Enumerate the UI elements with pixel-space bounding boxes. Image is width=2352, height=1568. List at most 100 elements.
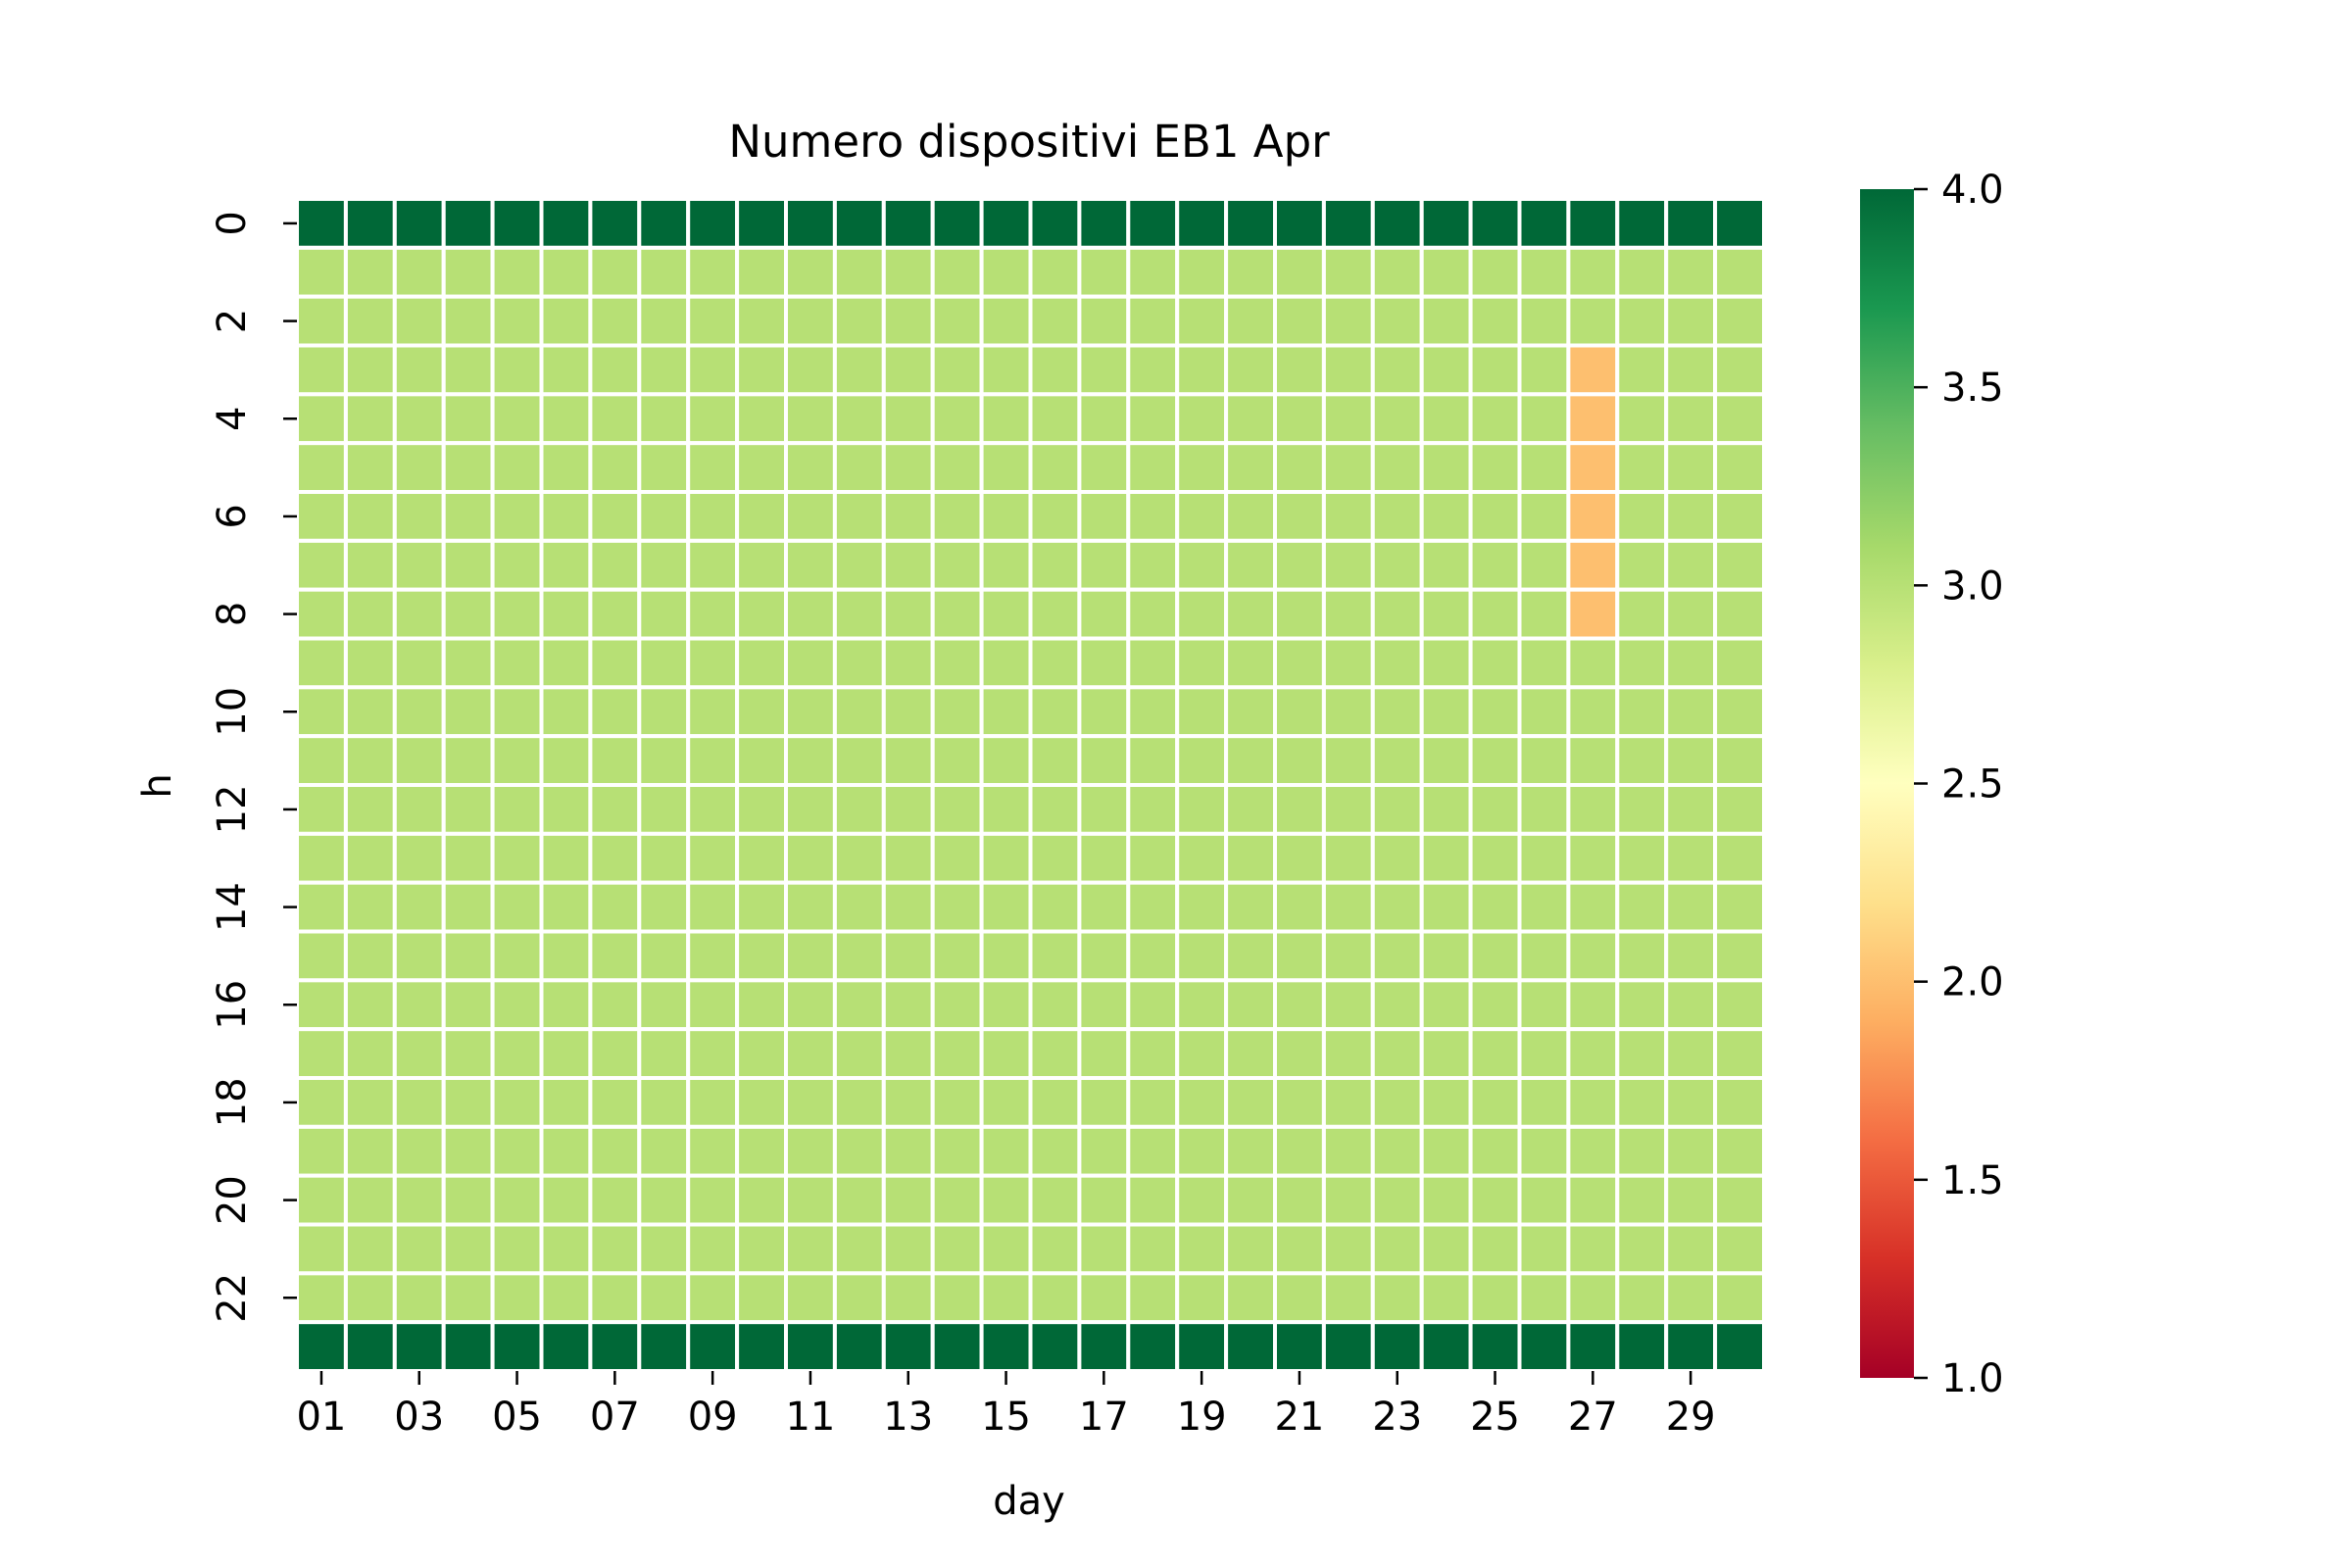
heatmap-cell [735,392,788,446]
x-tick-label: 09 [688,1395,738,1440]
heatmap-cell [441,245,495,299]
heatmap-cell [1517,245,1571,299]
heatmap-cell [1077,1076,1131,1129]
heatmap-cell [441,587,495,641]
heatmap-cell [1517,587,1571,641]
heatmap-cell [1028,490,1082,543]
heatmap-cell [735,343,788,397]
heatmap-cell [881,343,935,397]
heatmap-cell [490,538,544,592]
heatmap-cell [588,783,642,836]
heatmap-cell [735,1124,788,1178]
heatmap-cell [1028,197,1082,250]
heatmap-cell [343,197,397,250]
heatmap-cell [930,929,984,983]
heatmap-cell [1419,392,1473,446]
heatmap-cell [490,929,544,983]
heatmap-cell [1419,1124,1473,1178]
heatmap-cell [1468,1320,1522,1373]
heatmap-cell [1713,1320,1766,1373]
heatmap-cell [686,1027,740,1080]
heatmap-cell [735,978,788,1032]
heatmap-cell [343,245,397,299]
heatmap-cell [588,831,642,885]
heatmap-cell [1273,392,1326,446]
heatmap-cell [784,1271,837,1325]
heatmap-cell [490,490,544,543]
heatmap-cell [1175,343,1229,397]
heatmap-cell [1615,538,1669,592]
heatmap-cell [1175,1027,1229,1080]
heatmap-cell [490,1173,544,1227]
heatmap-cell [1224,1124,1277,1178]
heatmap-cell [735,1271,788,1325]
heatmap-cell [1028,1271,1082,1325]
heatmap-cell [930,245,984,299]
heatmap-cell [637,1271,691,1325]
heatmap-cell [881,587,935,641]
heatmap-cell [588,1222,642,1276]
heatmap-cell [295,734,348,788]
heatmap-cell [343,978,397,1032]
heatmap-cell [539,734,593,788]
heatmap-cell [1077,197,1131,250]
heatmap-cell [343,685,397,739]
heatmap-cell [1370,1222,1424,1276]
colorbar-tick-label: 2.5 [1941,762,2004,808]
heatmap-cell [1566,587,1620,641]
heatmap-cell [1224,490,1277,543]
heatmap-cell [441,294,495,348]
heatmap-cell [1126,197,1180,250]
heatmap-cell [930,441,984,494]
chart-title: Numero dispositivi EB1 Apr [728,116,1330,168]
heatmap-cell [637,1076,691,1129]
x-axis-label: day [993,1479,1065,1524]
heatmap-cell [637,245,691,299]
heatmap-cell [1566,490,1620,543]
heatmap-cell [1321,343,1375,397]
heatmap-cell [441,1271,495,1325]
heatmap-cell [1077,978,1131,1032]
heatmap-cell [441,831,495,885]
heatmap-cell [1321,392,1375,446]
heatmap-cell [1321,1027,1375,1080]
heatmap-cell [588,1271,642,1325]
heatmap-cell [1615,734,1669,788]
heatmap-cell [441,197,495,250]
heatmap-cell [441,685,495,739]
heatmap-cell [1028,343,1082,397]
heatmap-cell [1224,538,1277,592]
heatmap-cell [930,490,984,543]
heatmap-cell [392,197,446,250]
heatmap-cell [392,734,446,788]
heatmap-cell [1419,490,1473,543]
heatmap-cell [441,1320,495,1373]
heatmap-cell [539,343,593,397]
heatmap-cell [295,343,348,397]
heatmap-cell [1321,978,1375,1032]
heatmap-cell [343,294,397,348]
heatmap-cell [735,1076,788,1129]
heatmap-cell [441,1076,495,1129]
heatmap-cell [392,538,446,592]
heatmap-cell [1419,929,1473,983]
heatmap-cell [930,1173,984,1227]
heatmap-cell [588,1173,642,1227]
heatmap-cell [295,1222,348,1276]
heatmap-cell [1028,441,1082,494]
heatmap-cell [392,978,446,1032]
heatmap-cell [832,1027,886,1080]
x-tick-label: 27 [1568,1395,1618,1440]
heatmap-cell [1321,636,1375,690]
heatmap-cell [490,392,544,446]
heatmap-cell [1224,245,1277,299]
heatmap-cell [1224,587,1277,641]
heatmap-cell [1077,1124,1131,1178]
heatmap-cell [490,1222,544,1276]
heatmap-cell [979,538,1033,592]
colorbar-gradient [1860,189,1914,1378]
heatmap-cell [1566,538,1620,592]
heatmap-cell [441,343,495,397]
heatmap-cell [490,880,544,934]
heatmap-cell [295,978,348,1032]
